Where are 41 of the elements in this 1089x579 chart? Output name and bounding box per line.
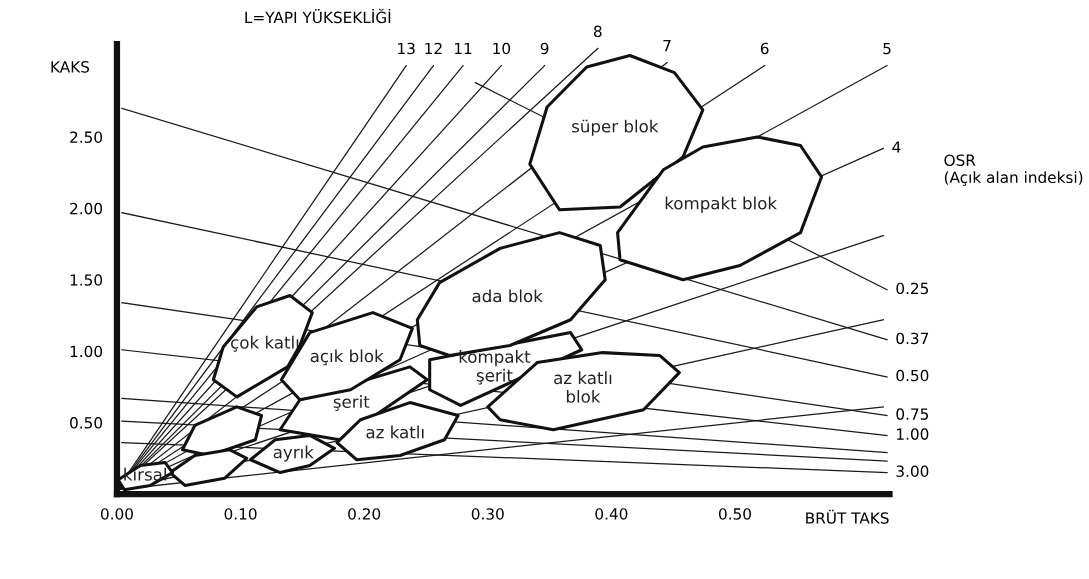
series-label: 4 [892,141,901,153]
series-label: 12 [425,42,442,55]
series-label: 5 [883,42,891,55]
x-tick-label: 0.00 [100,508,133,520]
series-label: kompakt blok [665,196,778,213]
series-label: 13 [398,42,415,55]
series-label: 0.25 [896,282,929,295]
series-label: 3.00 [896,465,929,478]
x-tick-label: 0.20 [348,508,381,520]
y-tick-label: 0.50 [70,417,103,429]
series-label: ayrık [273,445,314,462]
x-tick-label: 0.30 [471,508,504,520]
y-tick-label: 1.50 [70,274,103,286]
series-label: 9 [540,42,549,55]
y-tick-label: 2.00 [70,202,103,215]
series-label: az katlı [366,425,424,439]
series-label: çok katlı [231,335,299,352]
x-tick-label: 0.10 [224,508,257,520]
series-label: az katlı blok [554,371,612,403]
series-label: 11 [455,42,472,55]
series-label: 6 [760,42,769,55]
series-label: açık blok [310,349,384,366]
x-axis-title: BRÜT TAKS [806,509,889,524]
y-tick-label: 1.00 [70,345,103,358]
text: OSR (Açık alan indeksi) [944,154,1083,186]
series-label: 8 [593,25,602,38]
series-label: kompakt şerit [459,350,531,385]
y-axis-title: KAKS [51,61,90,73]
series-label: 0.50 [896,369,929,382]
y-tick-label: 2.50 [70,131,103,143]
series-label: 1.00 [897,428,929,440]
series-label: 7 [663,40,671,52]
series-label: 0.75 [896,408,929,420]
series-label: şerit [333,395,370,411]
series-label: ada blok [472,289,543,303]
series-label: süper blok [572,119,659,136]
x-tick-label: 0.50 [718,508,751,520]
x-tick-label: 0.40 [595,508,628,520]
series-label: 10 [493,42,511,55]
series-label: 0.37 [896,332,929,345]
text: L=YAPI YÜKSEKLİĞİ [245,8,391,24]
